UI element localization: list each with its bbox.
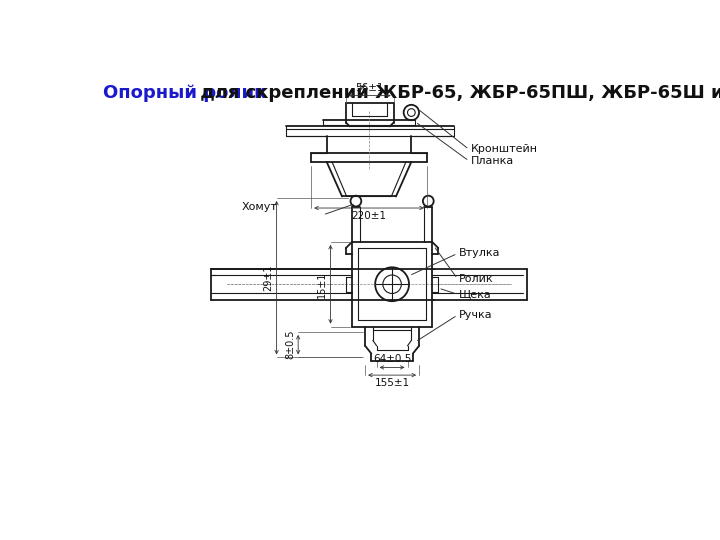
Text: 8±0.5: 8±0.5	[285, 330, 295, 360]
Text: Ролик: Ролик	[459, 274, 494, 284]
Text: Щека: Щека	[459, 289, 492, 299]
Text: 15±1: 15±1	[318, 271, 328, 298]
Text: 29±1: 29±1	[264, 265, 274, 291]
Text: Опорный ролик: Опорный ролик	[104, 84, 266, 102]
Text: для скреплений ЖБР-65, ЖБР-65ПШ, ЖБР-65Ш и ЖБР-65ПШМ: для скреплений ЖБР-65, ЖБР-65ПШ, ЖБР-65Ш…	[194, 84, 720, 102]
Text: 220±1: 220±1	[351, 211, 387, 221]
Text: Ручка: Ручка	[459, 310, 492, 320]
Text: 64±0.5: 64±0.5	[373, 354, 411, 364]
Text: Планка: Планка	[471, 156, 514, 166]
Text: 155±1: 155±1	[374, 378, 410, 388]
Text: Втулка: Втулка	[459, 248, 500, 259]
Text: Хомут: Хомут	[242, 202, 278, 212]
Text: 56±1: 56±1	[356, 83, 384, 92]
Text: Кронштейн: Кронштейн	[471, 145, 538, 154]
